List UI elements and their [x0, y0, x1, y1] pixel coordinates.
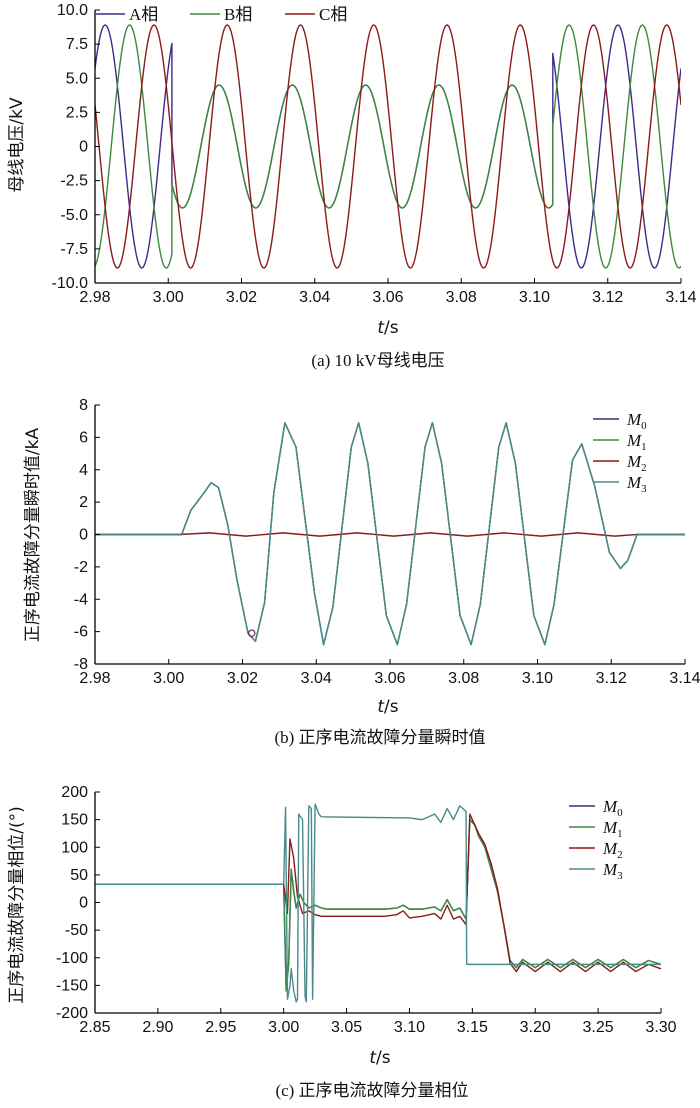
y-tick-label: -8	[74, 656, 88, 673]
legend-label: M0	[602, 797, 623, 819]
x-tick-label: 3.10	[394, 1019, 425, 1036]
chart-b-annotation-marker	[247, 629, 256, 638]
y-tick-label: -4	[74, 591, 88, 608]
legend-label: M1	[626, 431, 647, 453]
y-tick-label: 6	[79, 429, 88, 446]
y-tick-label: 200	[61, 784, 88, 801]
x-tick-label: 3.12	[596, 670, 627, 687]
chart-2-series-m3	[95, 803, 661, 1003]
chart-0-series-a相	[95, 24, 681, 269]
chart-2-series-group	[95, 803, 661, 1003]
chart-0-series-group	[95, 24, 681, 269]
y-tick-label: -10.0	[52, 275, 89, 292]
x-tick-label: 2.90	[142, 1019, 173, 1036]
legend-label: M0	[626, 410, 647, 432]
legend-label: M3	[602, 860, 623, 882]
x-tick-label: 3.00	[153, 289, 184, 306]
y-tick-label: 10.0	[57, 2, 88, 19]
x-tick-label: 3.04	[299, 289, 330, 306]
legend-label: M2	[626, 452, 647, 474]
chart-c-ylabel: 正序电流故障分量相位/(°)	[7, 806, 27, 1004]
x-tick-label: 3.14	[665, 289, 696, 306]
y-tick-label: 50	[70, 867, 88, 884]
x-tick-label: 3.25	[583, 1019, 614, 1036]
legend-label: A相	[129, 5, 158, 24]
x-tick-label: 3.10	[519, 289, 550, 306]
y-tick-label: -6	[74, 624, 88, 641]
x-tick-label: 3.12	[592, 289, 623, 306]
x-tick-label: 3.06	[374, 670, 405, 687]
chart-1-series-group	[95, 422, 685, 646]
chart-b-plot-area: 2.98 3.00 3.02 3.04 3.06 3.08 3.10 3.12 3.14 8 6 4 2…	[74, 397, 700, 687]
y-tick-label: 8	[79, 397, 88, 414]
y-tick-label: 7.5	[66, 36, 88, 53]
legend-label: M1	[602, 818, 623, 840]
legend-label: M3	[626, 473, 647, 495]
chart-0-series-c相	[95, 24, 681, 269]
y-tick-label: -200	[56, 1005, 88, 1022]
x-tick-label: 3.06	[372, 289, 403, 306]
y-tick-label: -5.0	[60, 207, 88, 224]
chart-a-caption: (a) 10 kV母线电压	[311, 351, 444, 370]
chart-c-phase: 2.85 2.90 2.95 3.00 3.05 3.10 3.15 3.20 3.25 3.30…	[7, 784, 677, 1100]
y-tick-label: 0	[79, 139, 88, 156]
y-tick-label: 2	[79, 494, 88, 511]
chart-b-xlabel: t/s	[377, 697, 398, 717]
chart-1-series-m2	[95, 532, 685, 537]
chart-b-caption: (b) 正序电流故障分量瞬时值	[274, 728, 485, 747]
x-tick-label: 3.30	[645, 1019, 676, 1036]
chart-c-caption: (c) 正序电流故障分量相位	[275, 1081, 468, 1100]
x-tick-label: 3.00	[153, 670, 184, 687]
y-tick-label: -150	[56, 977, 88, 994]
x-tick-label: 2.98	[79, 289, 110, 306]
chart-c-xlabel: t/s	[369, 1048, 390, 1068]
x-tick-label: 2.95	[205, 1019, 236, 1036]
y-tick-label: 100	[61, 839, 88, 856]
chart-0-series-b相	[95, 24, 681, 269]
y-tick-label: 5.0	[66, 70, 88, 87]
x-tick-label: 3.08	[446, 289, 477, 306]
legend-label: M2	[602, 839, 623, 861]
y-tick-label: -100	[56, 950, 88, 967]
x-tick-label: 3.02	[227, 670, 258, 687]
chart-c-plot-area: 2.85 2.90 2.95 3.00 3.05 3.10 3.15 3.20 3.25 3.30…	[56, 784, 677, 1036]
x-tick-label: 3.00	[268, 1019, 299, 1036]
x-tick-label: 2.85	[79, 1019, 110, 1036]
chart-a-xlabel: t/s	[377, 318, 398, 338]
x-tick-label: 3.08	[448, 670, 479, 687]
x-tick-label: 3.02	[226, 289, 257, 306]
chart-b-instantaneous-current: 2.98 3.00 3.02 3.04 3.06 3.08 3.10 3.12 3.14 8 6 4 2…	[23, 397, 700, 747]
chart-a-bus-voltage: 2.98 3.00 3.02 3.04 3.06 3.08 3.10 3.12 3.14 10.0…	[7, 2, 697, 370]
x-tick-label: 3.15	[457, 1019, 488, 1036]
x-tick-label: 3.10	[522, 670, 553, 687]
chart-0-legend: A相 B相 C相	[95, 5, 347, 24]
chart-2-series-m1	[95, 818, 661, 992]
chart-2-series-m2	[95, 813, 661, 973]
y-tick-label: 2.5	[66, 104, 88, 121]
y-tick-label: -2	[74, 559, 88, 576]
chart-a-ylabel: 母线电压/kV	[7, 97, 27, 193]
y-tick-label: 0	[79, 527, 88, 544]
chart-b-ylabel: 正序电流故障分量瞬时值/kA	[23, 428, 43, 643]
x-tick-label: 3.05	[331, 1019, 362, 1036]
legend-label: B相	[224, 5, 252, 24]
y-tick-label: -50	[65, 922, 88, 939]
x-tick-label: 2.98	[79, 670, 110, 687]
x-tick-label: 3.20	[520, 1019, 551, 1036]
y-tick-label: 0	[79, 895, 88, 912]
chart-1-series-m3	[95, 422, 685, 646]
legend-label: C相	[319, 5, 347, 24]
chart-a-plot-area: 2.98 3.00 3.02 3.04 3.06 3.08 3.10 3.12 3.14 10.0…	[52, 2, 697, 306]
x-tick-label: 3.04	[301, 670, 332, 687]
y-tick-label: -7.5	[60, 241, 88, 258]
y-tick-label: 4	[79, 462, 88, 479]
x-tick-label: 3.14	[669, 670, 700, 687]
y-tick-label: 150	[61, 812, 88, 829]
y-tick-label: -2.5	[60, 173, 88, 190]
